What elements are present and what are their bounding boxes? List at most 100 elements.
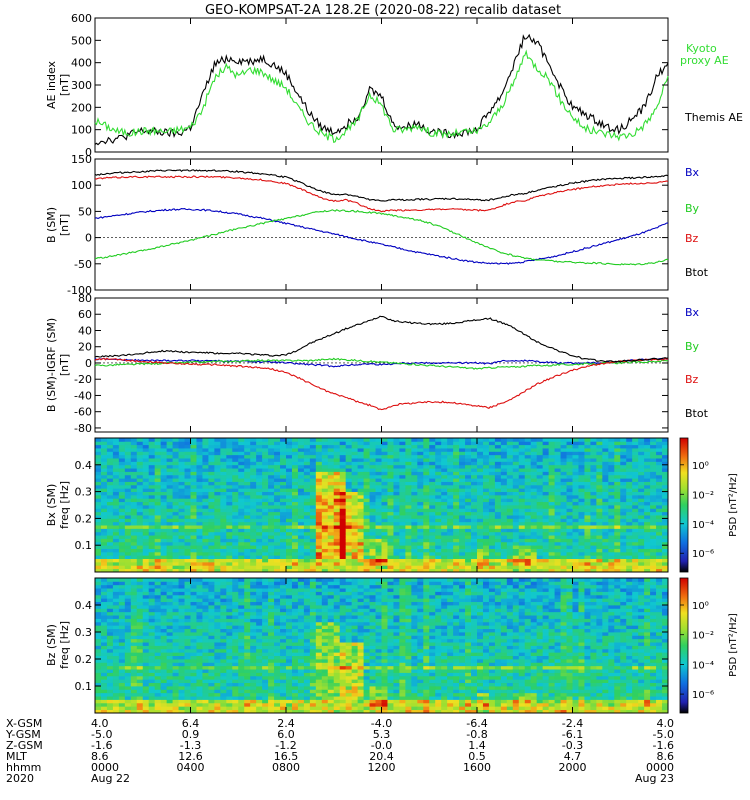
spectrogram-cell xyxy=(441,468,448,472)
spectrogram-cell xyxy=(160,515,168,519)
spectrogram-cell xyxy=(518,531,526,536)
spectrogram-cell xyxy=(309,515,317,519)
spectrogram-cell xyxy=(226,451,233,456)
spectrogram-cell xyxy=(274,505,281,509)
spectrogram-cell xyxy=(518,568,526,573)
spectrogram-cell xyxy=(423,511,430,516)
spectrogram-cell xyxy=(644,478,651,482)
spectrogram-cell xyxy=(327,481,335,486)
spectrogram-cell xyxy=(124,621,132,626)
spectrogram-cell xyxy=(118,464,126,469)
spectrogram-cell xyxy=(333,561,341,566)
spectrogram-cell xyxy=(578,535,585,539)
spectrogram-cell xyxy=(393,454,400,459)
spectrogram-cell xyxy=(136,515,144,519)
spectrogram-cell xyxy=(429,535,436,539)
spectrogram-cell xyxy=(184,692,191,697)
spectrogram-cell xyxy=(423,438,430,442)
spectrogram-cell xyxy=(548,438,555,442)
spectrogram-cell xyxy=(309,508,317,513)
spectrogram-cell xyxy=(297,444,305,449)
spectrogram-cell xyxy=(232,645,239,650)
spectrogram-cell xyxy=(471,565,478,570)
spectrogram-cell xyxy=(118,555,126,559)
spectrogram-cell xyxy=(214,561,221,566)
spectrogram-cell xyxy=(232,679,239,684)
spectrogram-cell xyxy=(584,555,591,559)
spectrogram-cell xyxy=(524,468,532,472)
spectrogram-cell xyxy=(554,505,561,509)
spectrogram-cell xyxy=(250,551,257,556)
spectrogram-cell xyxy=(148,645,156,650)
spectrogram-cell xyxy=(638,555,645,559)
spectrogram-cell xyxy=(524,535,532,539)
spectrogram-cell xyxy=(256,498,263,503)
spectrogram-cell xyxy=(160,692,168,697)
spectrogram-cell xyxy=(112,478,120,482)
spectrogram-cell xyxy=(638,548,645,553)
spectrogram-cell xyxy=(214,501,221,506)
spectrogram-cell xyxy=(650,551,657,556)
spectrogram-cell xyxy=(435,558,442,563)
spectrogram-cell xyxy=(393,511,400,516)
spectrogram-cell xyxy=(124,558,132,563)
spectrogram-cell xyxy=(291,474,299,479)
spectrogram-cell xyxy=(118,501,126,506)
spectrogram-cell xyxy=(435,541,442,546)
spectrogram-cell xyxy=(178,608,185,613)
spectrogram-cell xyxy=(536,528,544,533)
spectrogram-cell xyxy=(363,448,370,452)
spectrogram-cell xyxy=(100,686,108,690)
spectrogram-cell xyxy=(620,481,627,486)
spectrogram-cell xyxy=(100,665,108,670)
spectrogram-cell xyxy=(256,558,263,563)
spectrogram-cell xyxy=(650,535,657,539)
spectrogram-cell xyxy=(190,662,197,667)
spectrogram-cell xyxy=(471,528,478,533)
spectrogram-cell xyxy=(220,645,227,650)
spectrogram-cell xyxy=(375,458,382,462)
spectrogram-cell xyxy=(142,555,150,559)
spectrogram-cell xyxy=(494,474,502,479)
spectrogram-cell xyxy=(482,458,490,462)
spectrogram-cell xyxy=(106,471,114,476)
spectrogram-cell xyxy=(345,501,353,506)
spectrogram-cell xyxy=(100,628,108,633)
spectrogram-cell xyxy=(166,474,173,479)
spectrogram-cell xyxy=(435,531,442,536)
spectrogram-cell xyxy=(214,699,221,704)
spectrogram-cell xyxy=(375,535,382,539)
spectrogram-cell xyxy=(572,461,579,466)
spectrogram-cell xyxy=(100,481,108,486)
spectrogram-cell xyxy=(644,438,651,442)
spectrogram-cell xyxy=(423,545,430,549)
spectrogram-cell xyxy=(429,568,436,573)
spectrogram-cell xyxy=(417,518,424,523)
spectrogram-cell xyxy=(136,659,144,663)
spectrogram-cell xyxy=(112,706,120,711)
spectrogram-cell xyxy=(172,618,179,623)
spectrogram-cell xyxy=(297,471,305,476)
spectrogram-cell xyxy=(482,555,490,559)
spectrogram-cell xyxy=(208,679,215,684)
spectrogram-cell xyxy=(459,558,466,563)
spectrogram-cell xyxy=(393,488,400,492)
spectrogram-cell xyxy=(226,441,233,446)
spectrogram-cell xyxy=(423,481,430,486)
spectrogram-cell xyxy=(471,498,478,503)
spectrogram-cell xyxy=(471,501,478,506)
spectrogram-cell xyxy=(602,451,609,456)
spectrogram-cell xyxy=(417,451,424,456)
spectrogram-cell xyxy=(286,535,293,539)
spectrogram-cell xyxy=(268,471,275,476)
spectrogram-cell xyxy=(572,481,579,486)
spectrogram-cell xyxy=(136,548,144,553)
spectrogram-cell xyxy=(488,568,496,573)
spectrogram-cell xyxy=(417,568,424,573)
spectrogram-cell xyxy=(375,494,382,499)
spectrogram-cell xyxy=(632,525,639,529)
spectrogram-cell xyxy=(572,551,579,556)
spectrogram-cell xyxy=(369,474,376,479)
spectrogram-cell xyxy=(226,675,233,680)
spectrogram-cell xyxy=(572,561,579,566)
